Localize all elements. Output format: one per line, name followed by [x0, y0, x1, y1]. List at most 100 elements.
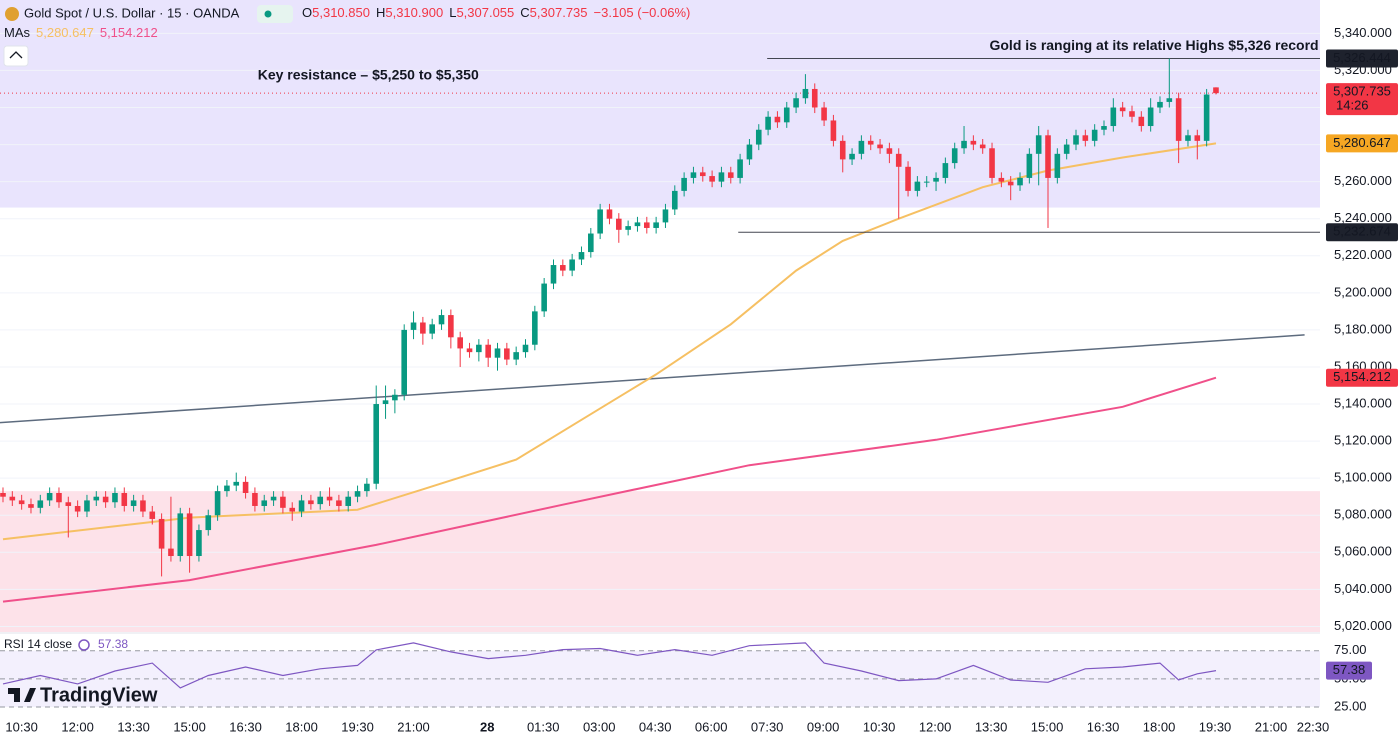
candle-body [914, 181, 921, 191]
moving-average [2, 142, 1217, 541]
collapse-button[interactable] [3, 45, 29, 67]
x-tick-label: 10:30 [5, 719, 38, 734]
candle-body [476, 344, 482, 353]
candle-body [1185, 135, 1191, 141]
candle-body [1054, 153, 1061, 178]
y-tick-label: 5,180.000 [1334, 321, 1392, 336]
candle-body [709, 176, 715, 182]
change: −3.105 (−0.06%) [594, 5, 691, 20]
brand: TradingView [8, 684, 158, 706]
candle-body [550, 265, 557, 284]
x-tick-label: 18:00 [1143, 719, 1176, 734]
y-tick-label: 5,260.000 [1334, 173, 1392, 188]
trend-line [0, 334, 1305, 424]
candle-body [653, 222, 659, 228]
status-badge[interactable] [257, 5, 293, 23]
x-tick-label: 21:00 [397, 719, 430, 734]
candle-body [392, 394, 398, 401]
candle-body [457, 337, 463, 349]
candle-body [140, 500, 146, 512]
candle-body [1017, 177, 1023, 186]
x-tick-label: 06:00 [695, 719, 728, 734]
rsi-line [2, 642, 1217, 689]
brand-name: TradingView [40, 684, 158, 706]
candle-body [989, 148, 995, 178]
ma-value: 5,154.212 [100, 25, 158, 40]
zone [0, 0, 1320, 208]
candle-body [280, 496, 286, 508]
x-tick-label: 21:00 [1255, 719, 1288, 734]
x-tick-label: 15:00 [1031, 719, 1064, 734]
candle-body [811, 88, 818, 108]
candle-body [37, 500, 44, 508]
candle-body [886, 148, 893, 154]
candle-body [382, 400, 389, 405]
ohlc-key: C [520, 5, 529, 20]
candle-body [802, 88, 809, 99]
symbol-icon [5, 7, 19, 21]
candle-body [961, 140, 967, 149]
candle-body [821, 107, 827, 121]
candle-body [1175, 98, 1182, 141]
candle-body [1213, 87, 1219, 94]
candle-body [1101, 126, 1107, 130]
candle-body [1194, 135, 1201, 141]
zone [0, 491, 1320, 632]
candle-body [1147, 107, 1154, 127]
rsi-tick-label: 25.00 [1334, 698, 1367, 713]
candle-body [438, 315, 445, 325]
rsi-tick-label: 75.00 [1334, 642, 1367, 657]
y-tick-label: 5,240.000 [1334, 210, 1392, 225]
candle-body [401, 329, 408, 395]
candle-body [867, 140, 874, 145]
candle-body [28, 504, 34, 508]
candle-body [112, 492, 118, 503]
candle-body [532, 311, 538, 345]
candle-body [168, 548, 174, 557]
candle-body [951, 148, 958, 164]
candle-body [1082, 135, 1089, 141]
x-tick-label: 03:00 [583, 719, 616, 734]
y-tick-label: 5,020.000 [1334, 618, 1392, 633]
annotation: Key resistance – $5,250 to $5,350 [258, 67, 479, 83]
candle-body [130, 500, 137, 506]
candle-body [149, 511, 156, 519]
last-price-tag [1326, 83, 1398, 116]
candle-body [1166, 98, 1173, 102]
candle-body [1091, 129, 1098, 141]
ma-values: MAs 5,280.647 5,154.212 [4, 25, 158, 40]
y-tick-label: 5,340.000 [1334, 25, 1392, 40]
price-tag-label: 5,154.212 [1333, 369, 1391, 384]
x-tick-label: 18:00 [285, 719, 318, 734]
candle-body [839, 140, 846, 160]
candle-body [261, 500, 268, 506]
candle-body [690, 172, 697, 178]
rsi-icon [78, 639, 90, 651]
candle-body [373, 404, 380, 484]
candle-body [662, 209, 669, 223]
chart-title: Gold Spot / U.S. Dollar · 15 · OANDA [24, 5, 240, 20]
candle-body [84, 500, 90, 512]
candle-body [597, 209, 603, 234]
candle-body [298, 500, 305, 512]
candle-body [336, 500, 342, 506]
candle-body [242, 481, 249, 493]
rsi-tag-label: 57.38 [1333, 662, 1366, 677]
rsi-panel: RSI 14 close 57.38 [0, 632, 1400, 708]
candle-body [65, 502, 72, 506]
candle-body [121, 492, 128, 506]
countdown: 14:26 [1336, 98, 1369, 113]
candle-body [1138, 116, 1145, 127]
candle-body [177, 513, 184, 557]
x-tick-label: 09:00 [807, 719, 840, 734]
candle-body [737, 159, 743, 178]
candle-body [718, 172, 725, 182]
candle-body [214, 491, 221, 516]
candle-body [830, 120, 837, 141]
x-tick-label: 19:30 [341, 719, 374, 734]
x-tick-label: 07:30 [751, 719, 784, 734]
candle-body [485, 344, 491, 358]
ma-value: 5,280.647 [36, 25, 94, 40]
candle-body [158, 518, 165, 549]
candle-body [1073, 135, 1079, 145]
